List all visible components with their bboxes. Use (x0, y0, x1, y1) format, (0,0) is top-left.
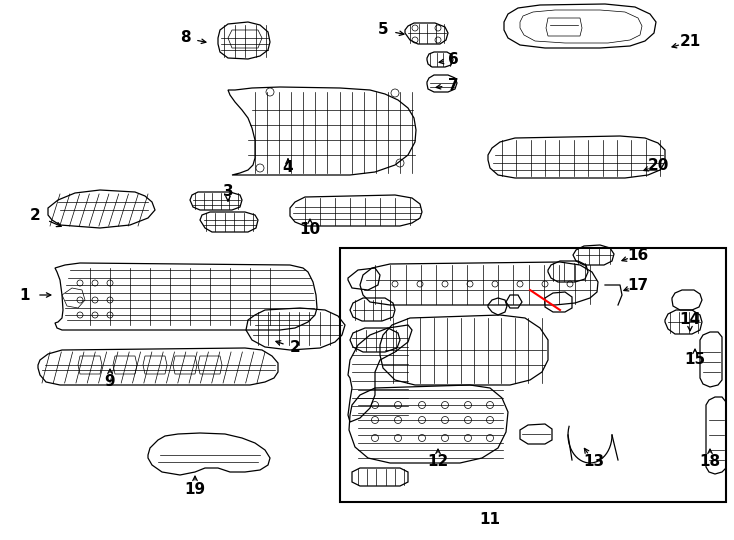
Bar (340, 248, 726, 502)
Text: 13: 13 (584, 455, 605, 469)
Text: 2: 2 (290, 341, 300, 355)
Text: 14: 14 (680, 313, 700, 327)
Text: 15: 15 (684, 353, 705, 368)
Text: 8: 8 (180, 30, 190, 45)
Text: 2: 2 (29, 207, 40, 222)
Text: 11: 11 (479, 512, 501, 528)
Text: 9: 9 (105, 375, 115, 389)
Text: 7: 7 (448, 78, 458, 92)
Text: 21: 21 (680, 35, 701, 50)
Text: 1: 1 (20, 287, 30, 302)
Text: 12: 12 (427, 455, 448, 469)
Text: 19: 19 (184, 483, 206, 497)
Text: 5: 5 (378, 23, 388, 37)
Text: 18: 18 (700, 455, 721, 469)
Text: 16: 16 (628, 247, 649, 262)
Text: 3: 3 (222, 185, 233, 199)
Text: 10: 10 (299, 222, 321, 238)
Text: 4: 4 (283, 160, 294, 176)
Text: 20: 20 (647, 158, 669, 172)
Text: 6: 6 (448, 52, 458, 68)
Text: 17: 17 (628, 278, 649, 293)
